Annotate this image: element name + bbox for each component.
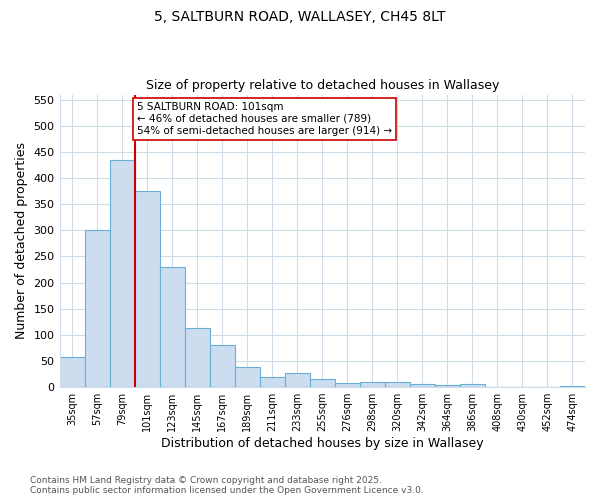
Bar <box>185 328 209 387</box>
Bar <box>460 384 485 387</box>
Bar <box>59 358 85 387</box>
Bar <box>560 386 585 387</box>
Bar <box>360 382 385 387</box>
Bar <box>410 384 435 387</box>
Title: Size of property relative to detached houses in Wallasey: Size of property relative to detached ho… <box>146 79 499 92</box>
Bar <box>310 379 335 387</box>
Bar <box>385 382 410 387</box>
X-axis label: Distribution of detached houses by size in Wallasey: Distribution of detached houses by size … <box>161 437 484 450</box>
Bar <box>235 367 260 387</box>
Bar <box>85 230 110 387</box>
Bar <box>335 383 360 387</box>
Text: 5, SALTBURN ROAD, WALLASEY, CH45 8LT: 5, SALTBURN ROAD, WALLASEY, CH45 8LT <box>154 10 446 24</box>
Bar <box>435 385 460 387</box>
Bar <box>134 191 160 387</box>
Bar <box>160 267 185 387</box>
Bar <box>110 160 134 387</box>
Text: 5 SALTBURN ROAD: 101sqm
← 46% of detached houses are smaller (789)
54% of semi-d: 5 SALTBURN ROAD: 101sqm ← 46% of detache… <box>137 102 392 136</box>
Bar <box>260 376 285 387</box>
Y-axis label: Number of detached properties: Number of detached properties <box>15 142 28 340</box>
Text: Contains HM Land Registry data © Crown copyright and database right 2025.
Contai: Contains HM Land Registry data © Crown c… <box>30 476 424 495</box>
Bar <box>209 346 235 387</box>
Bar <box>285 373 310 387</box>
